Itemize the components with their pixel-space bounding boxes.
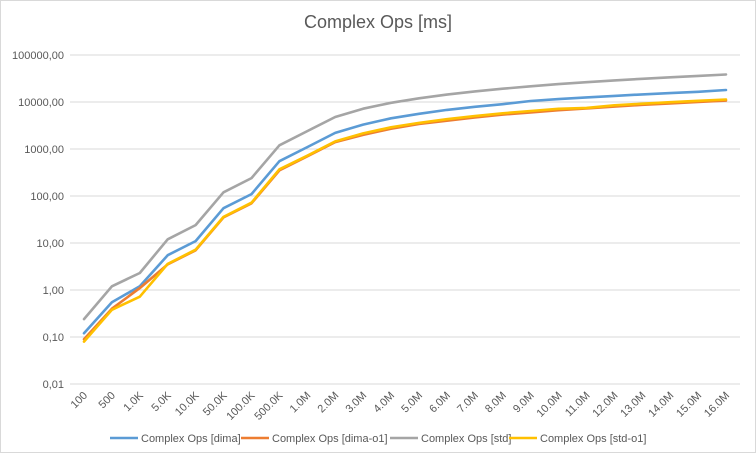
x-tick-label: 10.0M xyxy=(535,390,565,420)
legend-label: Complex Ops [std-o1] xyxy=(540,433,646,445)
x-tick-label: 5.0M xyxy=(399,390,425,416)
y-tick-label: 10000,00 xyxy=(18,97,64,109)
x-tick-label: 9.0M xyxy=(511,390,537,416)
x-tick-label: 16.0M xyxy=(702,390,732,420)
series-line xyxy=(82,73,728,321)
y-axis-ticks: 0,01 0,10 1,00 10,00 100,00 1000,00 10000,00 10… xyxy=(12,50,64,391)
chart-title: Complex Ops [ms] xyxy=(304,12,452,32)
x-tick-label: 2.0M xyxy=(316,390,342,416)
x-tick-label: 6.0M xyxy=(427,390,453,416)
legend-label: Complex Ops [std] xyxy=(421,433,511,445)
legend-label: Complex Ops [dima] xyxy=(141,433,241,445)
y-tick-label: 100,00 xyxy=(30,191,64,203)
x-tick-label: 14.0M xyxy=(646,390,676,420)
x-tick-label: 100 xyxy=(69,390,90,411)
x-tick-label: 12.0M xyxy=(590,390,620,420)
x-tick-label: 500.0K xyxy=(252,389,286,423)
series-line xyxy=(82,99,728,341)
x-tick-label: 15.0M xyxy=(674,390,704,420)
x-tick-label: 11.0M xyxy=(563,390,593,420)
legend: Complex Ops [dima] Complex Ops [dima-o1] C… xyxy=(110,433,646,445)
x-tick-label: 8.0M xyxy=(483,390,509,416)
x-tick-label: 1.0M xyxy=(288,390,314,416)
grid-layer xyxy=(70,54,740,385)
x-tick-label: 100.0K xyxy=(224,389,258,423)
x-tick-label: 10.0K xyxy=(173,389,202,418)
x-tick-label: 5.0K xyxy=(149,389,174,414)
y-tick-label: 0,01 xyxy=(43,379,64,391)
x-tick-label: 500 xyxy=(97,390,118,411)
series-layer xyxy=(82,73,728,343)
legend-label: Complex Ops [dima-o1] xyxy=(272,433,388,445)
y-tick-label: 0,10 xyxy=(43,332,64,344)
series-line xyxy=(82,98,728,343)
x-tick-label: 4.0M xyxy=(371,390,397,416)
x-tick-label: 13.0M xyxy=(618,390,648,420)
y-tick-label: 100000,00 xyxy=(12,50,64,62)
x-tick-label: 1.0K xyxy=(121,389,146,414)
y-tick-label: 1000,00 xyxy=(24,144,64,156)
x-tick-label: 3.0M xyxy=(343,390,369,416)
y-tick-label: 1,00 xyxy=(43,285,64,297)
y-tick-label: 10,00 xyxy=(36,238,64,250)
x-tick-label: 7.0M xyxy=(455,390,481,416)
series-line xyxy=(82,88,728,335)
